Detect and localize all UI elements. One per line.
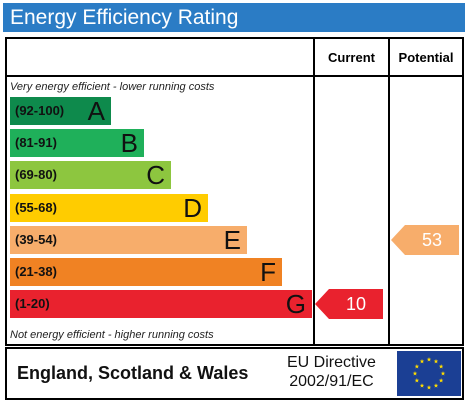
band-b: (81-91) B [10,129,144,157]
column-divider-potential [388,39,390,344]
arrow-shape-icon [391,225,459,255]
eu-star-icon [419,358,425,364]
eu-star-icon [438,378,444,383]
current-rating-value: 10 [345,294,367,314]
eu-flag-icon [397,351,461,396]
band-range: (69-80) [15,167,57,182]
band-letter: A [87,96,105,126]
eu-star-icon [438,364,444,369]
eu-star-icon [414,378,420,383]
band-letter: F [260,257,276,287]
band-range: (39-54) [15,232,57,247]
band-letter: C [146,160,165,190]
inefficient-note: Not energy efficient - higher running co… [10,329,214,341]
arrow-shape-icon [315,289,383,319]
potential-rating-arrow: 53 [391,225,459,255]
band-range: (1-20) [15,296,50,311]
current-rating-arrow: 10 [315,289,383,319]
band-e: (39-54) E [10,226,247,254]
column-divider-current [313,39,315,344]
header-divider [7,75,462,77]
rating-chart: Current Potential Very energy efficient … [5,37,464,346]
band-letter: E [223,225,241,255]
directive-line-1: EU Directive [287,354,376,371]
potential-column-header: Potential [398,50,454,65]
eu-star-icon [412,371,418,376]
title-bar: Energy Efficiency Rating [3,3,465,32]
page-title: Energy Efficiency Rating [10,6,239,29]
band-range: (81-91) [15,135,57,150]
band-c: (69-80) C [10,161,171,189]
band-g: (1-20) G [10,290,312,318]
band-letter: B [120,128,138,158]
eu-star-icon [433,383,439,388]
band-letter: G [285,289,306,319]
band-a: (92-100) A [10,97,111,125]
eu-star-icon [426,385,432,390]
eu-directive: EU Directive 2002/91/EC [287,353,376,391]
eu-star-icon [414,364,420,369]
band-letter: D [183,193,202,223]
eu-star-icon [419,383,425,388]
band-range: (92-100) [15,103,65,118]
potential-rating-value: 53 [421,230,443,250]
efficient-note: Very energy efficient - lower running co… [10,81,215,93]
band-f: (21-38) F [10,258,282,286]
country-label: England, Scotland & Wales [17,363,249,383]
band-d: (55-68) D [10,194,208,222]
band-range: (21-38) [15,264,57,279]
directive-line-2: 2002/91/EC [289,373,374,390]
footer: England, Scotland & Wales EU Directive 2… [5,347,464,400]
eu-star-icon [433,358,439,364]
band-range: (55-68) [15,200,57,215]
current-column-header: Current [328,50,375,65]
eu-star-icon [440,371,446,376]
eu-star-icon [426,357,432,362]
